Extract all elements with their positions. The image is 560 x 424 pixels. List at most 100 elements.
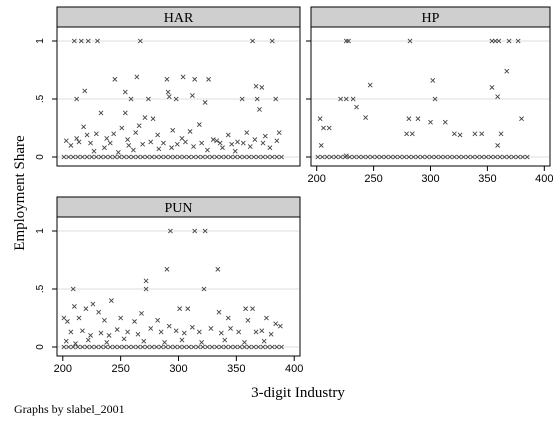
panels-group: HAR 0 .5 1 HP 200 250 300 350 400 PUN 0 .5 1 200 250 300… [35, 6, 553, 375]
data-point [239, 96, 245, 102]
x-tick-label: 250 [111, 363, 129, 375]
data-point [268, 331, 274, 337]
data-point [347, 154, 353, 160]
data-point [73, 341, 78, 346]
data-point [472, 131, 478, 137]
data-point [432, 96, 438, 102]
data-point [158, 344, 164, 350]
data-point [70, 154, 76, 160]
data-point [108, 298, 114, 304]
data-point [279, 344, 284, 350]
data-point [388, 154, 394, 160]
data-point [63, 338, 69, 344]
data-point [158, 154, 164, 160]
data-point [228, 154, 233, 160]
data-point [173, 328, 179, 334]
data-point [191, 154, 196, 160]
data-point [150, 116, 156, 122]
data-point [495, 142, 501, 148]
data-point [242, 344, 247, 350]
data-point [76, 139, 82, 145]
data-point [319, 154, 325, 160]
y-tick-label: 1 [35, 228, 46, 234]
data-point [125, 329, 131, 335]
data-point [228, 326, 233, 331]
data-point [118, 315, 124, 321]
data-point [80, 328, 85, 334]
data-point [112, 154, 118, 160]
data-point [71, 303, 77, 309]
data-point [502, 154, 507, 160]
data-point [247, 144, 253, 149]
data-point [167, 344, 173, 350]
data-point [479, 131, 485, 137]
data-point [84, 154, 90, 160]
data-point [262, 133, 268, 139]
data-point [68, 329, 74, 335]
data-point [121, 154, 127, 160]
plot-frame [56, 6, 301, 167]
data-point [442, 154, 448, 160]
data-point [81, 124, 87, 130]
data-point [456, 154, 462, 160]
panel-title: PUN [164, 201, 192, 216]
data-point [356, 154, 362, 160]
data-point [103, 344, 109, 350]
data-point [237, 154, 243, 160]
data-point [136, 123, 142, 129]
data-point [189, 324, 195, 330]
data-point [214, 138, 220, 144]
data-point [74, 96, 80, 102]
data-point [406, 154, 412, 160]
data-point [156, 146, 162, 152]
data-point [68, 142, 74, 148]
data-point [84, 344, 90, 350]
data-point [196, 122, 202, 127]
data-point [273, 96, 279, 102]
data-point [96, 309, 102, 315]
data-point [214, 154, 220, 160]
data-point [326, 125, 332, 131]
data-point [451, 131, 457, 137]
data-point [277, 323, 283, 329]
data-point [155, 317, 161, 323]
data-point [192, 76, 198, 82]
data-point [181, 154, 187, 160]
data-point [201, 286, 207, 292]
data-point [232, 154, 238, 160]
panel-header [56, 196, 301, 218]
data-point [166, 323, 172, 329]
data-point [88, 332, 93, 338]
data-point [202, 100, 208, 105]
data-point [130, 344, 136, 350]
data-point [185, 306, 191, 312]
data-point [360, 154, 366, 160]
data-point [240, 140, 246, 146]
data-point [515, 38, 521, 44]
data-point [237, 344, 243, 350]
data-point [265, 154, 271, 160]
data-point [261, 338, 267, 344]
data-point [367, 82, 373, 88]
data-point [506, 154, 512, 160]
data-point [103, 154, 109, 160]
data-point [346, 38, 351, 44]
data-point [217, 140, 223, 146]
data-point [351, 154, 357, 160]
data-point [235, 139, 240, 145]
data-point [250, 306, 255, 312]
data-point [406, 116, 412, 122]
data-point [461, 154, 466, 160]
data-point [479, 154, 485, 160]
data-point [208, 326, 214, 331]
data-point [122, 110, 128, 116]
data-point [126, 344, 132, 350]
data-point [236, 329, 242, 335]
data-point [137, 38, 143, 44]
data-point [520, 154, 526, 160]
data-point [115, 149, 121, 155]
data-point [63, 138, 69, 144]
data-point [88, 140, 93, 146]
data-point [242, 154, 247, 160]
